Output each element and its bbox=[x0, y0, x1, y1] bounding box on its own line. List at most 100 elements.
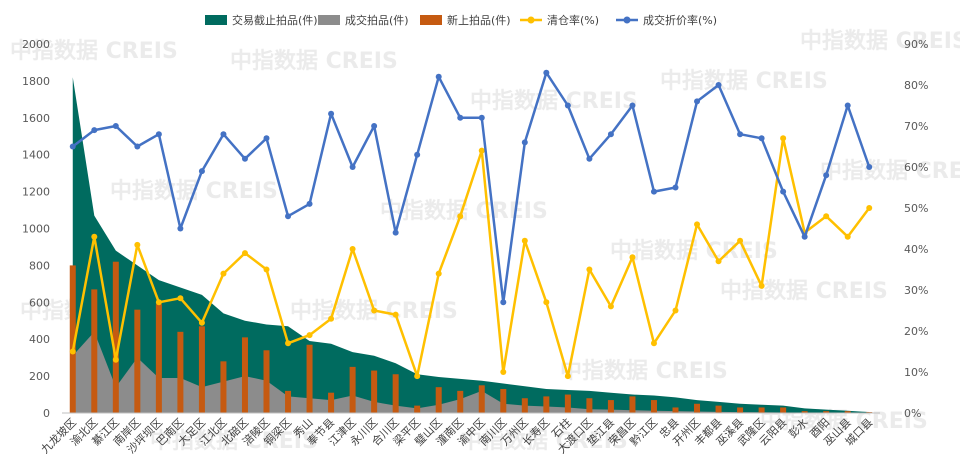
legend-marker-line-3 bbox=[527, 16, 535, 24]
point-line-3-10 bbox=[285, 340, 292, 347]
area-area-0 bbox=[72, 77, 870, 414]
point-line-4-31 bbox=[737, 131, 744, 138]
bar-33 bbox=[780, 407, 787, 413]
bar-28 bbox=[672, 407, 679, 413]
point-line-3-3 bbox=[134, 241, 141, 248]
y-left-tick-label: 400 bbox=[29, 333, 50, 346]
y-right-tick-label: 20% bbox=[904, 325, 928, 338]
watermark-text: 中指数据 CREIS bbox=[230, 48, 398, 74]
point-line-4-35 bbox=[823, 172, 830, 179]
point-line-3-36 bbox=[844, 233, 851, 240]
legend-marker-line-4 bbox=[623, 16, 631, 24]
y-left-tick-label: 0 bbox=[43, 407, 50, 420]
point-line-3-26 bbox=[629, 254, 636, 261]
bar-5 bbox=[177, 331, 184, 413]
legend: 交易截止拍品(件) 成交拍品(件) 新上拍品(件) 清仓率(%) 成交折价率(%) bbox=[205, 13, 717, 27]
legend-label: 清仓率(%) bbox=[547, 13, 599, 27]
point-line-3-27 bbox=[650, 340, 657, 347]
point-line-4-21 bbox=[521, 139, 528, 146]
point-line-4-23 bbox=[564, 102, 571, 109]
point-line-3-35 bbox=[823, 213, 830, 220]
point-line-3-37 bbox=[866, 205, 873, 211]
bar-13 bbox=[349, 366, 356, 414]
point-line-3-28 bbox=[672, 307, 679, 314]
point-line-3-24 bbox=[586, 266, 593, 273]
point-line-4-6 bbox=[198, 168, 205, 175]
bar-14 bbox=[371, 370, 378, 413]
bar-17 bbox=[435, 387, 442, 413]
y-left-tick-label: 2000 bbox=[22, 38, 50, 51]
point-line-3-1 bbox=[91, 233, 98, 240]
point-line-4-4 bbox=[155, 131, 162, 138]
bar-2 bbox=[112, 261, 119, 413]
point-line-4-2 bbox=[112, 123, 119, 129]
point-line-3-7 bbox=[220, 270, 227, 277]
point-line-3-11 bbox=[306, 332, 313, 339]
point-line-3-30 bbox=[715, 258, 722, 265]
line-line-3 bbox=[71, 137, 871, 378]
bar-27 bbox=[650, 400, 657, 413]
watermark-text: 中指数据 CREIS bbox=[150, 428, 318, 454]
y-right-tick-label: 70% bbox=[904, 120, 928, 133]
point-line-4-17 bbox=[435, 73, 442, 80]
point-line-4-30 bbox=[715, 82, 722, 88]
point-line-4-7 bbox=[220, 131, 227, 138]
point-line-3-12 bbox=[328, 315, 335, 322]
point-line-4-12 bbox=[328, 110, 335, 117]
watermark-text: 中指数据 CREIS bbox=[470, 88, 638, 114]
watermark-text: 中指数据 CREIS bbox=[800, 28, 960, 54]
bar-20 bbox=[500, 389, 507, 413]
point-line-4-13 bbox=[349, 164, 356, 170]
y-axis-right: 0% 10% 20% 30% 40% 50% 60% 70% 80% 90% bbox=[904, 38, 928, 420]
point-line-4-11 bbox=[306, 200, 313, 207]
y-left-tick-label: 1400 bbox=[22, 149, 50, 162]
bar-18 bbox=[457, 390, 464, 413]
y-right-tick-label: 60% bbox=[904, 161, 928, 174]
point-line-3-20 bbox=[500, 369, 507, 375]
point-line-3-23 bbox=[564, 373, 571, 380]
point-line-3-6 bbox=[198, 319, 205, 326]
point-line-4-18 bbox=[457, 114, 464, 121]
bar-35 bbox=[823, 411, 830, 413]
bar-11 bbox=[306, 344, 313, 413]
point-line-3-18 bbox=[457, 213, 464, 220]
point-line-4-15 bbox=[392, 229, 399, 236]
bar-9 bbox=[263, 350, 270, 413]
point-line-4-14 bbox=[371, 123, 378, 129]
watermark-text: 中指数据 CREIS bbox=[820, 158, 960, 184]
point-line-4-0 bbox=[69, 143, 76, 150]
point-line-3-13 bbox=[349, 246, 356, 252]
y-right-tick-label: 90% bbox=[904, 38, 928, 51]
point-line-4-9 bbox=[263, 135, 270, 142]
bar-1 bbox=[91, 289, 98, 413]
bar-32 bbox=[758, 407, 765, 413]
bar-23 bbox=[564, 394, 571, 413]
bar-34 bbox=[801, 411, 808, 413]
point-line-4-37 bbox=[866, 164, 873, 170]
point-line-3-5 bbox=[177, 295, 184, 302]
bar-26 bbox=[629, 396, 636, 413]
bar-19 bbox=[478, 385, 485, 413]
point-line-3-14 bbox=[371, 307, 378, 314]
y-left-tick-label: 1600 bbox=[22, 112, 50, 125]
y-right-tick-label: 0% bbox=[904, 407, 921, 420]
bar-21 bbox=[521, 398, 528, 413]
point-line-4-22 bbox=[543, 69, 550, 76]
point-line-3-0 bbox=[69, 348, 76, 355]
point-line-4-24 bbox=[586, 155, 593, 162]
legend-swatch-bar-2 bbox=[420, 15, 442, 25]
bar-31 bbox=[737, 407, 744, 413]
bar-25 bbox=[607, 400, 614, 413]
plot-area bbox=[62, 69, 880, 414]
point-line-3-2 bbox=[112, 356, 119, 363]
point-line-4-36 bbox=[844, 102, 851, 109]
bar-36 bbox=[844, 411, 851, 413]
point-line-4-10 bbox=[285, 213, 292, 220]
watermark-text: 中指数据 CREIS bbox=[720, 278, 888, 304]
point-line-3-25 bbox=[607, 303, 614, 310]
point-line-3-22 bbox=[543, 299, 550, 306]
point-line-3-21 bbox=[521, 237, 528, 244]
y-left-tick-label: 1800 bbox=[22, 75, 50, 88]
bar-0 bbox=[69, 265, 76, 413]
